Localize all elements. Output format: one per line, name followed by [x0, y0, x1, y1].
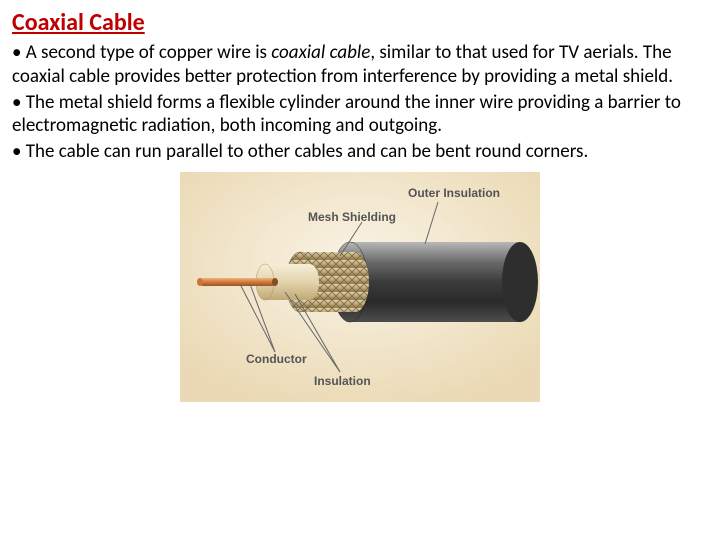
label-insulation: Insulation	[314, 374, 371, 388]
p1-italic: coaxial cable	[271, 41, 370, 64]
label-conductor: Conductor	[246, 352, 307, 366]
label-outer-insulation: Outer Insulation	[408, 186, 500, 200]
paragraph-2: • The metal shield forms a flexible cyli…	[12, 91, 708, 139]
page-title: Coaxial Cable	[12, 8, 708, 37]
p1-part-a: • A second type of copper wire is	[12, 41, 271, 64]
body-text-block: • A second type of copper wire is coaxia…	[12, 41, 708, 164]
paragraph-1: • A second type of copper wire is coaxia…	[12, 41, 708, 89]
label-mesh-shielding: Mesh Shielding	[308, 210, 396, 224]
center-conductor	[197, 278, 278, 286]
coaxial-cable-diagram: Outer Insulation Mesh Shielding Conducto…	[180, 172, 540, 402]
diagram-container: Outer Insulation Mesh Shielding Conducto…	[12, 172, 708, 402]
paragraph-3: • The cable can run parallel to other ca…	[12, 140, 708, 164]
cable-svg	[180, 172, 540, 402]
